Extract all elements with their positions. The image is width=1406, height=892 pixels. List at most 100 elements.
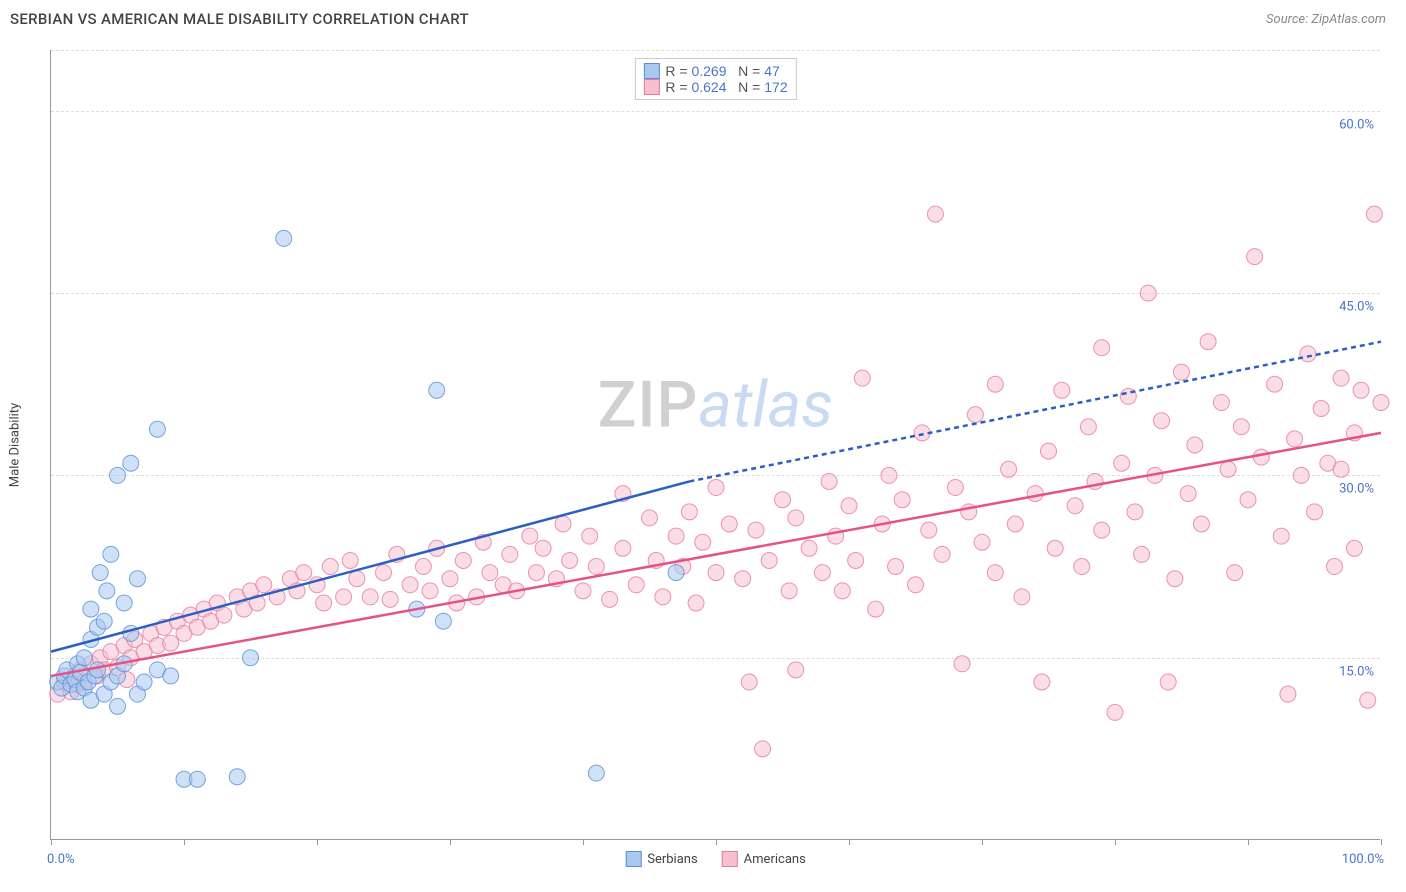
data-point <box>1047 540 1063 556</box>
data-point <box>575 583 591 599</box>
data-point <box>1167 571 1183 587</box>
data-point <box>163 635 179 651</box>
data-point <box>522 528 538 544</box>
data-point <box>668 528 684 544</box>
data-point <box>342 552 358 568</box>
y-axis-title: Male Disability <box>8 402 23 486</box>
data-point <box>894 492 910 508</box>
data-point <box>1346 540 1362 556</box>
stats-legend: R = 0.269 N = 47R = 0.624 N = 172 <box>634 58 796 100</box>
data-point <box>1094 340 1110 356</box>
x-tick <box>716 839 717 845</box>
legend-swatch <box>643 63 659 79</box>
data-point <box>788 510 804 526</box>
data-point <box>562 552 578 568</box>
data-point <box>947 480 963 496</box>
data-point <box>781 583 797 599</box>
data-point <box>229 769 245 785</box>
data-point <box>90 662 106 678</box>
data-point <box>402 577 418 593</box>
data-point <box>1240 492 1256 508</box>
data-point <box>415 559 431 575</box>
series-legend: SerbiansAmericans <box>625 851 806 867</box>
trend-line <box>689 342 1381 482</box>
data-point <box>954 656 970 672</box>
data-point <box>149 421 165 437</box>
data-point <box>535 540 551 556</box>
data-point <box>615 540 631 556</box>
data-point <box>1227 565 1243 581</box>
data-point <box>1034 674 1050 690</box>
data-point <box>316 595 332 611</box>
data-point <box>1041 443 1057 459</box>
data-point <box>1014 589 1030 605</box>
data-point <box>655 589 671 605</box>
data-point <box>1273 528 1289 544</box>
data-point <box>881 467 897 483</box>
x-axis-min-label: 0.0% <box>47 852 75 867</box>
data-point <box>110 698 126 714</box>
data-point <box>721 516 737 532</box>
data-point <box>987 565 1003 581</box>
data-point <box>96 613 112 629</box>
data-point <box>349 571 365 587</box>
stats-legend-row: R = 0.269 N = 47 <box>643 63 787 79</box>
data-point <box>1293 467 1309 483</box>
data-point <box>695 534 711 550</box>
data-point <box>116 595 132 611</box>
data-point <box>99 583 115 599</box>
data-point <box>1140 285 1156 301</box>
data-point <box>748 522 764 538</box>
data-point <box>628 577 644 593</box>
data-point <box>1114 455 1130 471</box>
data-point <box>1280 686 1296 702</box>
data-point <box>276 230 292 246</box>
data-point <box>189 771 205 787</box>
data-point <box>1074 559 1090 575</box>
data-point <box>1353 382 1369 398</box>
data-point <box>788 662 804 678</box>
legend-swatch <box>643 79 659 95</box>
data-point <box>854 370 870 386</box>
x-tick <box>982 839 983 845</box>
data-point <box>588 559 604 575</box>
data-point <box>801 540 817 556</box>
data-point <box>1193 516 1209 532</box>
data-point <box>243 650 259 666</box>
data-point <box>821 473 837 489</box>
data-point <box>1313 401 1329 417</box>
data-point <box>92 565 108 581</box>
data-point <box>735 571 751 587</box>
data-point <box>588 765 604 781</box>
data-point <box>775 492 791 508</box>
data-point <box>987 376 1003 392</box>
data-point <box>1267 376 1283 392</box>
data-point <box>502 546 518 562</box>
source-attribution: Source: ZipAtlas.com <box>1266 12 1386 27</box>
legend-swatch <box>625 851 641 867</box>
data-point <box>1001 461 1017 477</box>
data-point <box>642 510 658 526</box>
data-point <box>1127 504 1143 520</box>
data-point <box>1233 419 1249 435</box>
data-point <box>442 571 458 587</box>
data-point <box>1326 559 1342 575</box>
data-point <box>834 583 850 599</box>
data-point <box>681 504 697 520</box>
data-point <box>1360 692 1376 708</box>
data-point <box>422 583 438 599</box>
data-point <box>1067 498 1083 514</box>
data-point <box>1174 364 1190 380</box>
data-point <box>814 565 830 581</box>
data-point <box>967 407 983 423</box>
data-point <box>296 565 312 581</box>
stats-text: R = 0.624 N = 172 <box>665 79 787 95</box>
x-tick <box>51 839 52 845</box>
data-point <box>256 577 272 593</box>
data-point <box>136 674 152 690</box>
data-point <box>429 382 445 398</box>
legend-item: Serbians <box>625 851 697 867</box>
data-point <box>129 571 145 587</box>
x-tick <box>1115 839 1116 845</box>
data-point <box>216 607 232 623</box>
